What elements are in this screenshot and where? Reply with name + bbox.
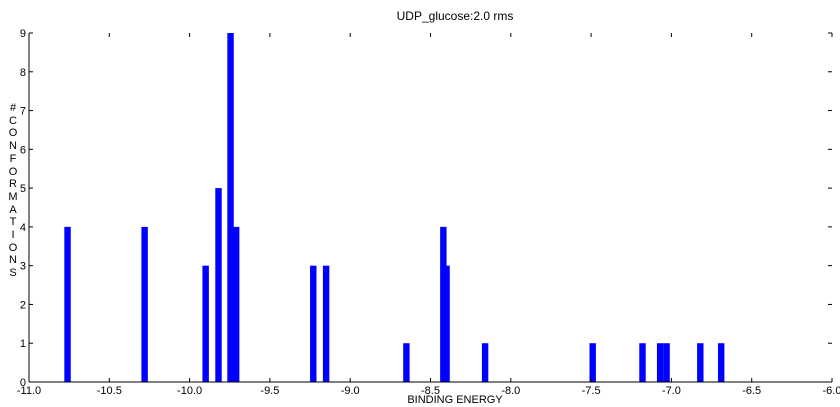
histogram-bar-7 — [322, 265, 330, 382]
plot-area — [29, 33, 832, 382]
histogram-bar-12 — [589, 343, 596, 382]
histogram-bar-8 — [403, 343, 410, 382]
x-tick-label-0: -11.0 — [17, 385, 41, 397]
histogram-bar-14 — [656, 343, 664, 382]
x-axis-ticks: -11.0 -10.5 -10.0 -9.5 -9.0 -8.5 -8.0 -7.5 -7.0 -… — [17, 33, 840, 397]
x-tick-label-1: -10.5 — [97, 385, 122, 397]
y-tick-label-9: 9 — [20, 28, 26, 40]
histogram-bar-6 — [310, 265, 317, 382]
y-tick-label-1: 1 — [20, 338, 26, 350]
x-tick-label-5: -8.5 — [421, 385, 440, 397]
x-tick-label-10: -6.0 — [823, 385, 840, 397]
histogram-bar-0 — [64, 226, 71, 382]
y-axis-ticks: 0 1 2 3 4 5 6 7 8 9 — [20, 28, 832, 389]
histogram-bar-5 — [232, 226, 240, 382]
y-axis-label: # C O N F O R M A T I O N S — [8, 102, 18, 280]
chart-title: UDP_glucose:2.0 rms — [396, 9, 514, 23]
histogram-bar-13 — [639, 343, 646, 382]
histogram-bar-10 — [443, 265, 450, 382]
y-tick-label-3: 3 — [20, 261, 26, 273]
histogram-bar-1 — [141, 226, 148, 382]
y-tick-label-8: 8 — [20, 67, 26, 79]
histogram-bar-17 — [717, 343, 725, 382]
histogram-bar-3 — [215, 188, 222, 382]
y-tick-label-0: 0 — [20, 377, 26, 389]
y-tick-label-2: 2 — [20, 299, 26, 311]
y-tick-label-5: 5 — [20, 183, 26, 195]
x-axis-label: BINDING ENERGY — [407, 394, 503, 406]
x-tick-label-7: -7.5 — [582, 385, 601, 397]
histogram-bar-4 — [227, 33, 234, 382]
x-tick-label-9: -6.5 — [742, 385, 761, 397]
x-tick-label-3: -9.5 — [260, 385, 279, 397]
histogram-bar-11 — [481, 343, 489, 382]
histogram-bar-15 — [663, 343, 670, 382]
y-tick-label-4: 4 — [20, 222, 26, 234]
y-tick-label-6: 6 — [20, 144, 26, 156]
x-tick-label-8: -7.0 — [662, 385, 681, 397]
x-tick-label-4: -9.0 — [341, 385, 360, 397]
y-tick-label-7: 7 — [20, 106, 26, 118]
x-tick-label-6: -8.0 — [501, 385, 520, 397]
bars-group — [64, 33, 725, 382]
histogram-bar-2 — [202, 265, 209, 382]
x-tick-label-2: -10.0 — [177, 385, 202, 397]
histogram-bar-16 — [697, 343, 704, 382]
